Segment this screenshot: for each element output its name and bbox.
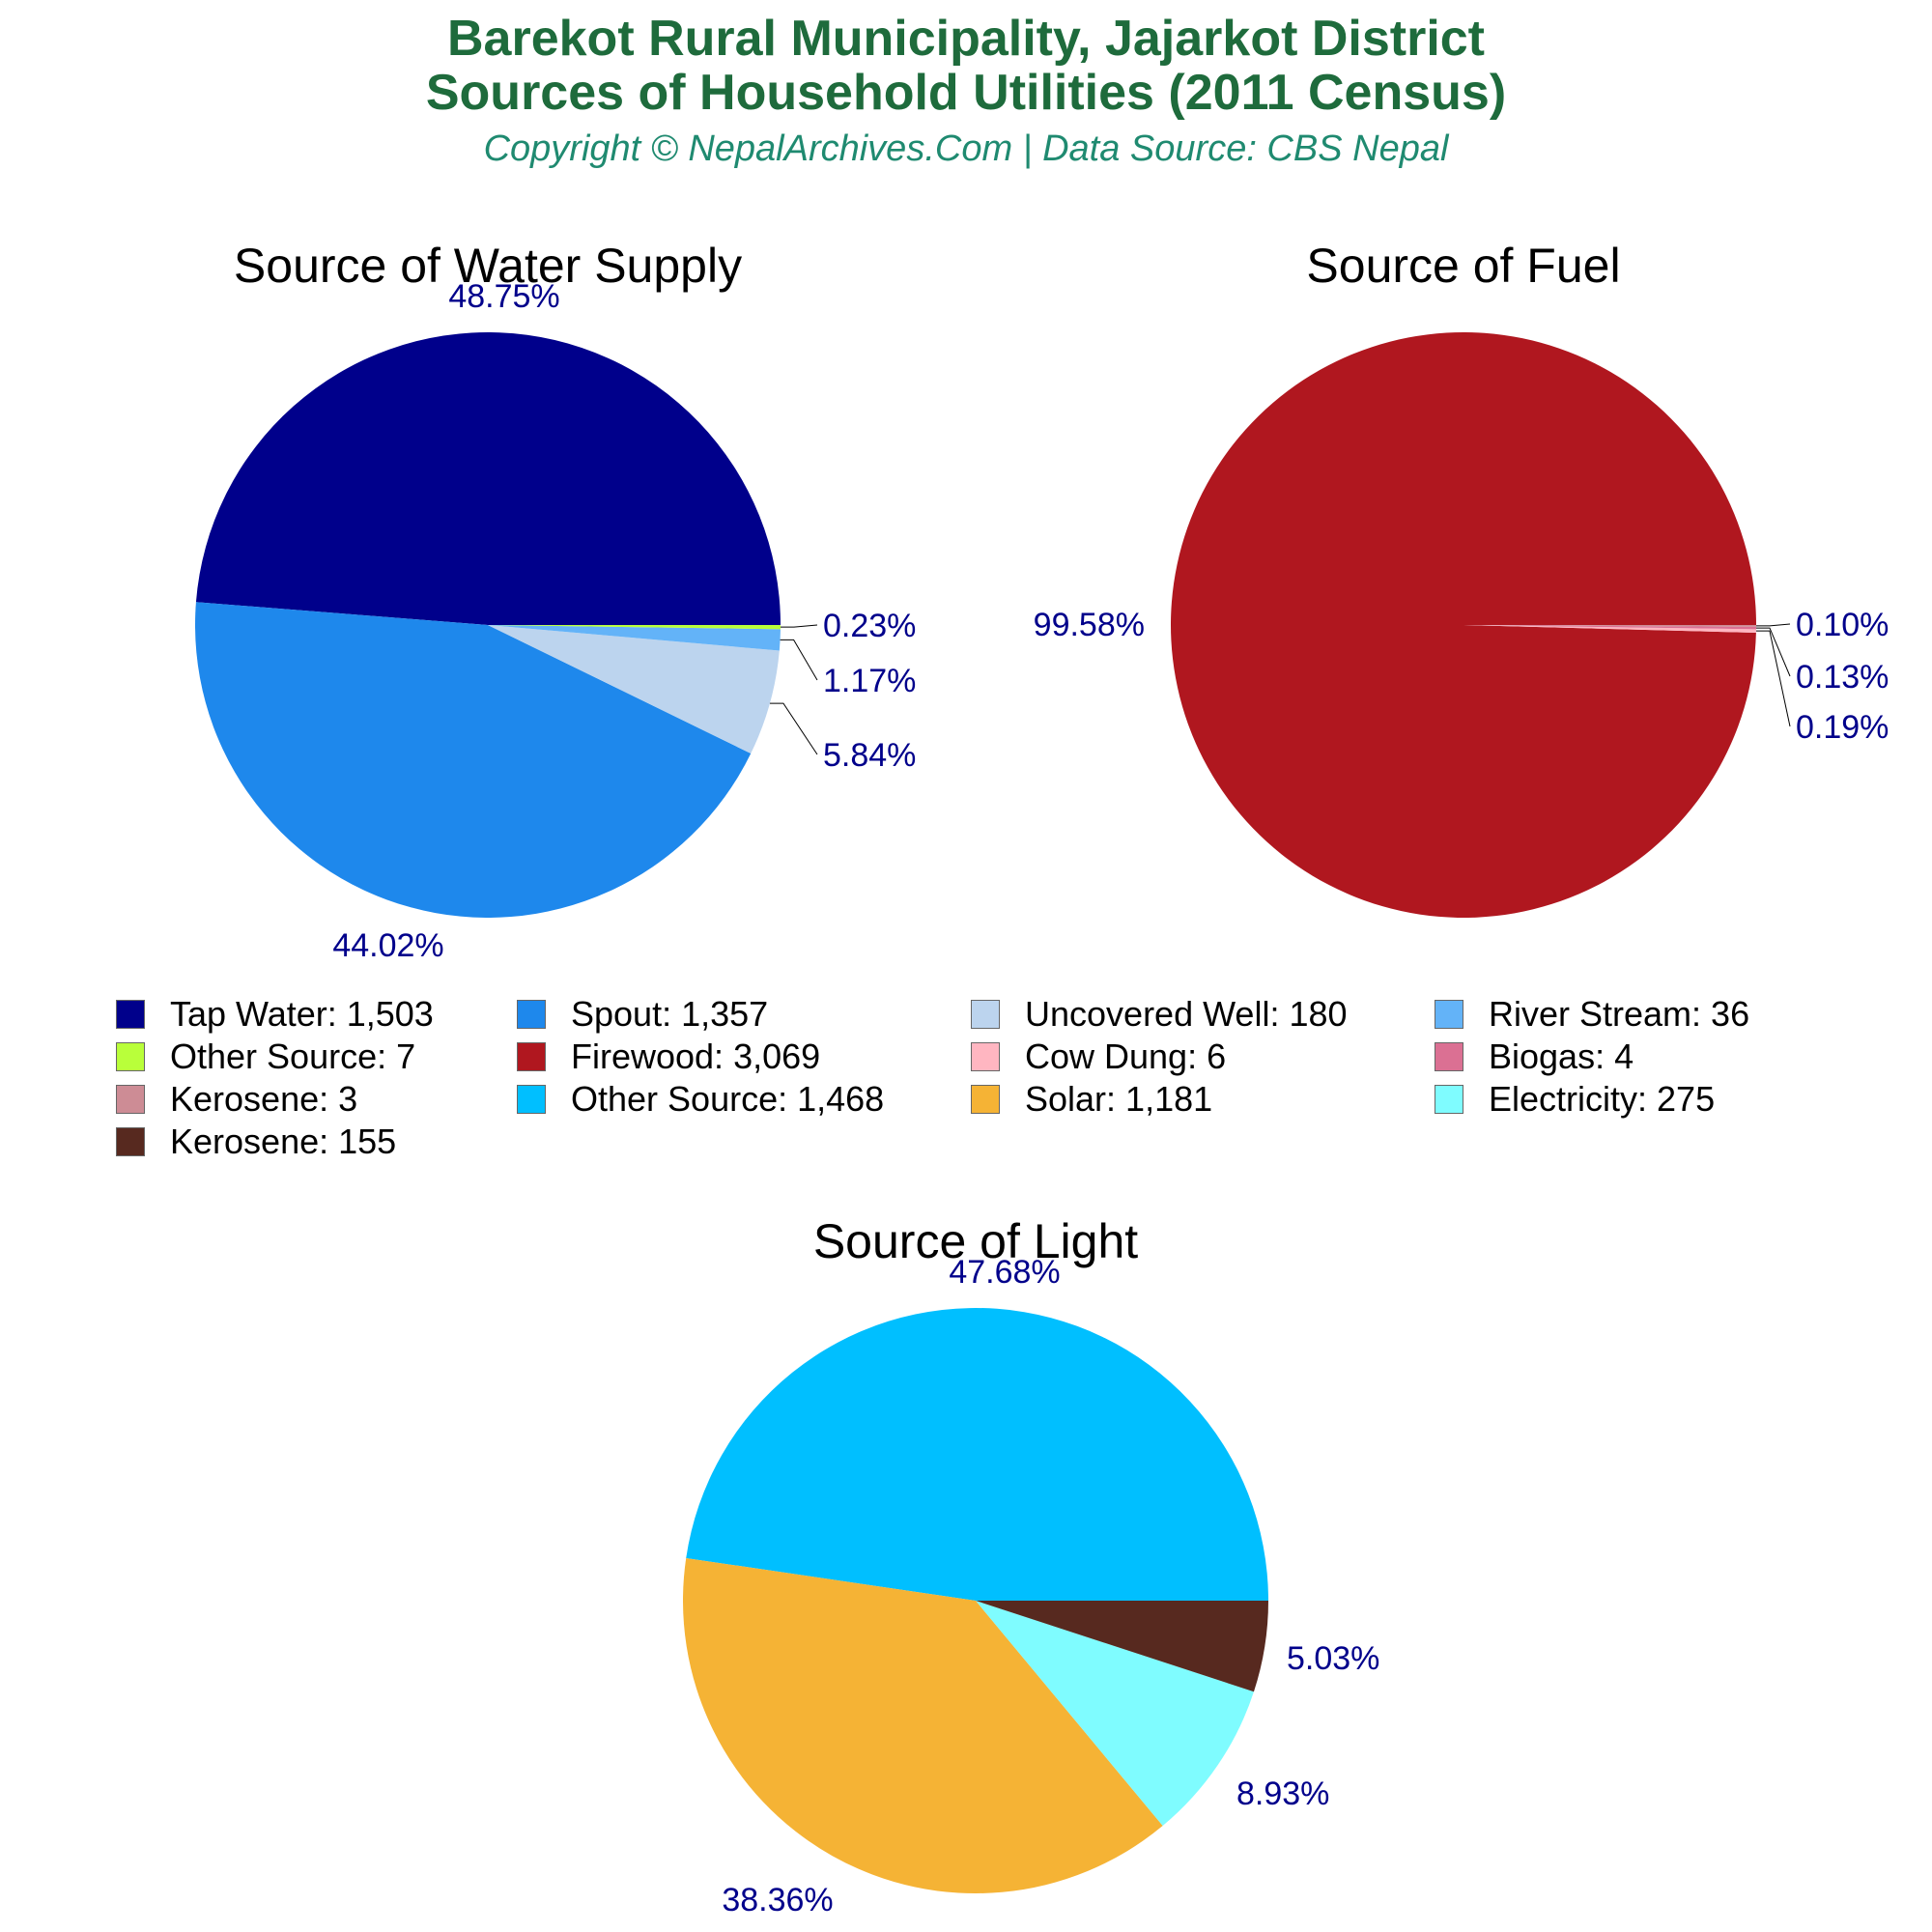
- leader-line-fuel-biogas: [1755, 627, 1791, 677]
- pie-slice-water-tap-water: [195, 331, 781, 625]
- pct-label-fuel-cow-dung: 0.19%: [1796, 709, 1889, 746]
- pie-slice-light-solar: [683, 1557, 1163, 1894]
- legend-label: River Stream: 36: [1489, 994, 1750, 1034]
- legend-label: Biogas: 4: [1489, 1037, 1634, 1076]
- pct-label-water-river-stream: 1.17%: [823, 663, 916, 699]
- leader-line-water-river-stream: [780, 639, 818, 681]
- pie-slice-water-river-stream: [488, 625, 781, 651]
- legend-label: Kerosene: 3: [170, 1079, 358, 1119]
- pct-label-light-solar: 38.36%: [722, 1882, 833, 1918]
- leader-line-fuel-kerosene: [1755, 623, 1791, 627]
- chart-header: Barekot Rural Municipality, Jajarkot Dis…: [0, 12, 1932, 172]
- pie-slice-fuel-biogas: [1463, 625, 1756, 630]
- pie-slice-light-electricity: [976, 1601, 1254, 1827]
- legend-item: Tap Water: 1,503: [116, 993, 434, 1036]
- pie-title-light: Source of Light: [813, 1214, 1138, 1268]
- leader-line-fuel-cow-dung: [1755, 630, 1791, 727]
- pct-label-light-other-source: 47.68%: [949, 1254, 1060, 1291]
- legend-swatch: [517, 1000, 546, 1029]
- legend-item: Electricity: 275: [1435, 1078, 1715, 1121]
- legend-label: Kerosene: 155: [170, 1122, 397, 1161]
- legend-swatch: [971, 1085, 1000, 1114]
- chart-title-line-2: Sources of Household Utilities (2011 Cen…: [425, 65, 1507, 121]
- pct-label-water-tap-water: 48.75%: [448, 278, 559, 315]
- legend-swatch: [517, 1042, 546, 1071]
- legend-swatch: [1435, 1085, 1463, 1114]
- legend-label: Solar: 1,181: [1025, 1079, 1213, 1119]
- pie-chart-light: 47.68% 38.36% 8.93% 5.03% Source of Light: [683, 1214, 1379, 1918]
- leader-line-water-uncovered-well: [769, 702, 818, 755]
- pct-label-fuel-kerosene: 0.10%: [1796, 607, 1889, 643]
- pie-slice-fuel-cow-dung: [1463, 625, 1756, 634]
- pct-label-water-other-source: 0.23%: [823, 608, 916, 644]
- legend-label: Other Source: 1,468: [571, 1079, 885, 1119]
- pie-slice-fuel-kerosene: [1463, 625, 1756, 627]
- pie-slice-fuel-firewood: [1171, 332, 1756, 919]
- pie-title-water: Source of Water Supply: [234, 239, 742, 293]
- pie-slice-water-spout: [195, 602, 752, 919]
- chart-title-line-1: Barekot Rural Municipality, Jajarkot Dis…: [447, 11, 1485, 67]
- pct-label-fuel-biogas: 0.13%: [1796, 659, 1889, 696]
- legend-label: Electricity: 275: [1489, 1079, 1716, 1119]
- pie-slice-water-uncovered-well: [488, 625, 780, 754]
- legend-item: River Stream: 36: [1435, 993, 1749, 1036]
- legend-swatch: [971, 1042, 1000, 1071]
- legend-swatch: [116, 1127, 145, 1156]
- pct-label-light-kerosene: 5.03%: [1287, 1640, 1379, 1677]
- pct-label-water-spout: 44.02%: [332, 927, 443, 964]
- legend-item: Biogas: 4: [1435, 1036, 1634, 1078]
- legend-label: Tap Water: 1,503: [170, 994, 434, 1034]
- legend-item: Firewood: 3,069: [517, 1036, 820, 1078]
- legend-item: Other Source: 1,468: [517, 1078, 884, 1121]
- legend-item: Solar: 1,181: [971, 1078, 1212, 1121]
- legend-item: Cow Dung: 6: [971, 1036, 1226, 1078]
- legend-item: Spout: 1,357: [517, 993, 768, 1036]
- legend-swatch: [116, 1085, 145, 1114]
- legend-swatch: [1435, 1000, 1463, 1029]
- legend-label: Uncovered Well: 180: [1025, 994, 1348, 1034]
- pie-slice-light-other-source: [686, 1307, 1268, 1601]
- legend-swatch: [1435, 1042, 1463, 1071]
- legend-swatch: [517, 1085, 546, 1114]
- pie-slice-water-other-source: [488, 625, 781, 630]
- pie-slice-light-kerosene: [976, 1601, 1268, 1692]
- pie-title-fuel: Source of Fuel: [1306, 239, 1620, 293]
- chart-subtitle: Copyright © NepalArchives.Com | Data Sou…: [483, 128, 1449, 169]
- pie-chart-fuel: 99.58% 0.19% 0.13% 0.10% Source of Fuel: [1034, 239, 1889, 919]
- pct-label-water-uncovered-well: 5.84%: [823, 737, 916, 774]
- legend-item: Other Source: 7: [116, 1036, 415, 1078]
- legend-item: Kerosene: 155: [116, 1121, 396, 1163]
- legend-item: Kerosene: 3: [116, 1078, 357, 1121]
- legend-label: Cow Dung: 6: [1025, 1037, 1227, 1076]
- legend-label: Firewood: 3,069: [571, 1037, 821, 1076]
- legend-swatch: [116, 1042, 145, 1071]
- pie-chart-water: 48.75% 44.02% 5.84% 1.17% 0.23% Source of Wat…: [195, 239, 916, 964]
- legend-item: Uncovered Well: 180: [971, 993, 1348, 1036]
- pct-label-light-electricity: 8.93%: [1236, 1776, 1329, 1812]
- legend-swatch: [971, 1000, 1000, 1029]
- legend-label: Other Source: 7: [170, 1037, 416, 1076]
- leader-line-water-other-source: [780, 624, 818, 628]
- legend-swatch: [116, 1000, 145, 1029]
- pct-label-fuel-firewood: 99.58%: [1034, 607, 1145, 643]
- legend-label: Spout: 1,357: [571, 994, 769, 1034]
